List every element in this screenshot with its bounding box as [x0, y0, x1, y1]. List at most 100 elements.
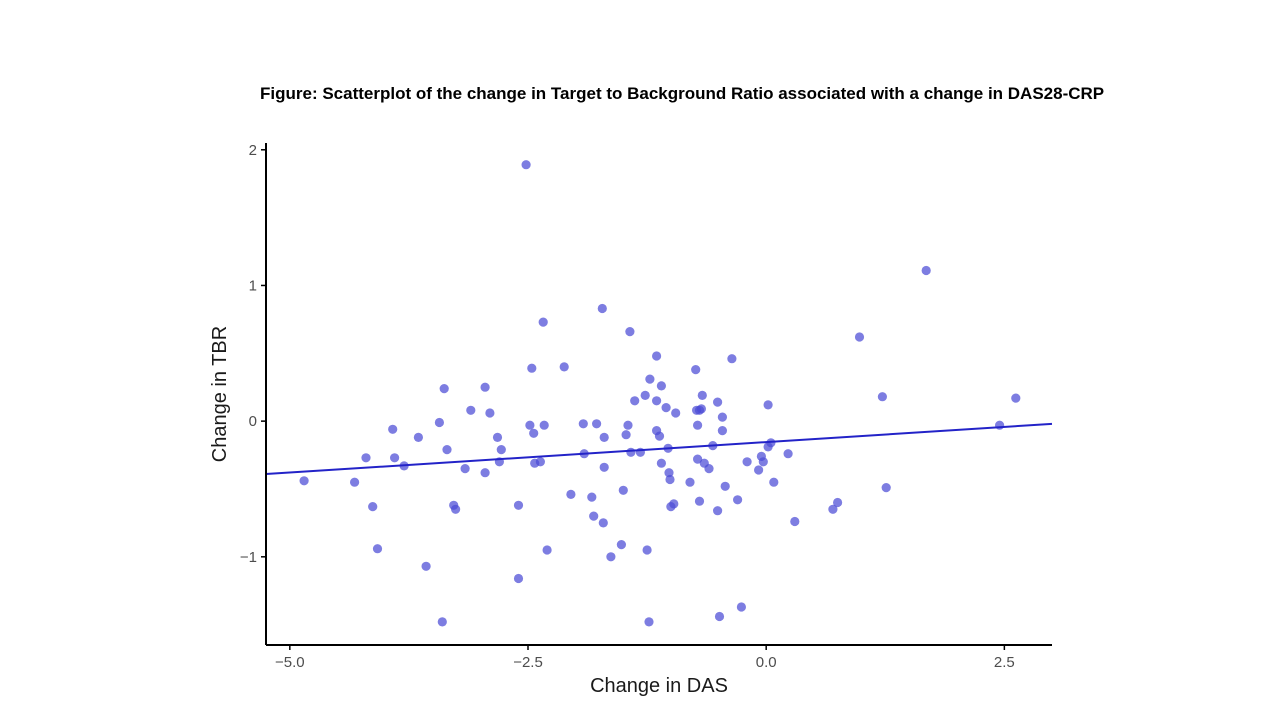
data-point-53 — [630, 396, 640, 406]
data-point-8 — [413, 432, 423, 442]
data-point-32 — [538, 317, 548, 327]
data-point-37 — [578, 419, 588, 429]
x-axis-title: Change in DAS — [590, 675, 728, 697]
data-point-108 — [921, 265, 931, 276]
figure-title: Figure: Scatterplot of the change in Tar… — [260, 84, 1105, 103]
data-point-2 — [361, 453, 371, 463]
data-point-46 — [606, 552, 616, 562]
data-point-84 — [713, 397, 723, 407]
y-tick-label-1: 0 — [249, 413, 257, 430]
data-point-3 — [368, 502, 378, 512]
data-point-55 — [640, 390, 650, 400]
data-point-94 — [754, 465, 764, 475]
data-point-91 — [733, 495, 743, 505]
data-point-105 — [854, 332, 865, 342]
data-point-86 — [714, 611, 725, 622]
data-point-11 — [437, 617, 447, 627]
data-point-70 — [669, 499, 679, 509]
trend-line — [265, 422, 1053, 476]
data-point-71 — [671, 408, 681, 418]
data-point-109 — [995, 420, 1005, 430]
data-point-57 — [644, 617, 654, 627]
trend-line-layer — [265, 422, 1053, 476]
data-point-47 — [616, 540, 627, 550]
data-point-78 — [694, 496, 705, 506]
data-point-90 — [727, 354, 737, 364]
data-point-82 — [704, 464, 714, 474]
data-point-80 — [697, 390, 707, 400]
data-point-36 — [566, 489, 576, 499]
data-point-93 — [742, 457, 752, 467]
data-point-9 — [421, 561, 431, 571]
data-point-49 — [621, 430, 631, 440]
data-point-4 — [372, 544, 383, 554]
data-point-87 — [717, 412, 728, 422]
y-tick-label-2: 1 — [249, 277, 257, 294]
data-point-17 — [466, 405, 476, 415]
data-point-15 — [451, 504, 461, 514]
data-point-41 — [592, 419, 602, 429]
data-point-96 — [758, 457, 768, 467]
data-point-20 — [485, 408, 495, 418]
data-point-44 — [599, 432, 609, 442]
data-point-100 — [769, 477, 779, 487]
data-point-110 — [1011, 393, 1021, 403]
data-point-18 — [480, 382, 490, 392]
axes-layer: −5.0 −2.5 0.0 2.5 −1 0 1 2 — [240, 142, 1052, 671]
x-tick-label-2: 0.0 — [756, 654, 777, 671]
data-point-51 — [625, 327, 635, 337]
y-axis-title: Change in TBR — [209, 326, 231, 462]
data-point-79 — [696, 404, 707, 414]
data-point-48 — [618, 485, 628, 495]
data-point-21 — [492, 432, 503, 442]
data-point-1 — [350, 477, 360, 487]
data-point-58 — [645, 374, 655, 384]
data-point-102 — [790, 516, 800, 527]
data-point-104 — [833, 497, 843, 508]
data-point-26 — [521, 160, 531, 170]
data-point-39 — [587, 492, 597, 502]
data-point-60 — [652, 396, 662, 406]
data-point-6 — [390, 453, 400, 463]
data-point-52 — [626, 447, 636, 457]
data-point-92 — [736, 602, 747, 612]
data-point-97 — [763, 400, 773, 410]
data-point-24 — [513, 500, 524, 510]
data-point-10 — [434, 417, 444, 428]
data-point-31 — [535, 457, 546, 467]
data-point-25 — [513, 573, 524, 584]
data-point-72 — [685, 477, 695, 487]
data-point-56 — [642, 545, 652, 555]
data-point-88 — [717, 426, 728, 436]
data-point-35 — [559, 362, 569, 372]
data-point-63 — [656, 381, 667, 391]
data-point-12 — [439, 384, 449, 394]
data-point-67 — [664, 468, 674, 478]
data-point-101 — [783, 449, 793, 459]
data-point-13 — [442, 445, 452, 455]
data-point-89 — [720, 481, 730, 491]
y-tick-label-3: 2 — [249, 142, 257, 159]
data-point-5 — [388, 424, 398, 434]
data-point-107 — [881, 483, 891, 493]
data-point-85 — [713, 506, 723, 516]
data-point-45 — [599, 462, 609, 472]
data-point-62 — [654, 431, 665, 441]
data-point-29 — [529, 428, 539, 438]
data-point-0 — [299, 476, 309, 486]
data-point-73 — [691, 365, 701, 375]
data-point-103 — [828, 504, 838, 514]
x-tick-label-0: −5.0 — [275, 654, 305, 671]
data-point-40 — [589, 511, 599, 521]
data-point-106 — [877, 392, 888, 402]
data-point-64 — [656, 458, 667, 468]
data-point-19 — [480, 468, 490, 478]
data-point-23 — [496, 445, 506, 455]
data-point-68 — [665, 474, 675, 485]
data-point-43 — [598, 518, 608, 528]
data-point-50 — [623, 420, 633, 430]
data-point-75 — [693, 420, 703, 430]
data-point-59 — [652, 351, 662, 361]
x-tick-label-1: −2.5 — [513, 654, 543, 671]
